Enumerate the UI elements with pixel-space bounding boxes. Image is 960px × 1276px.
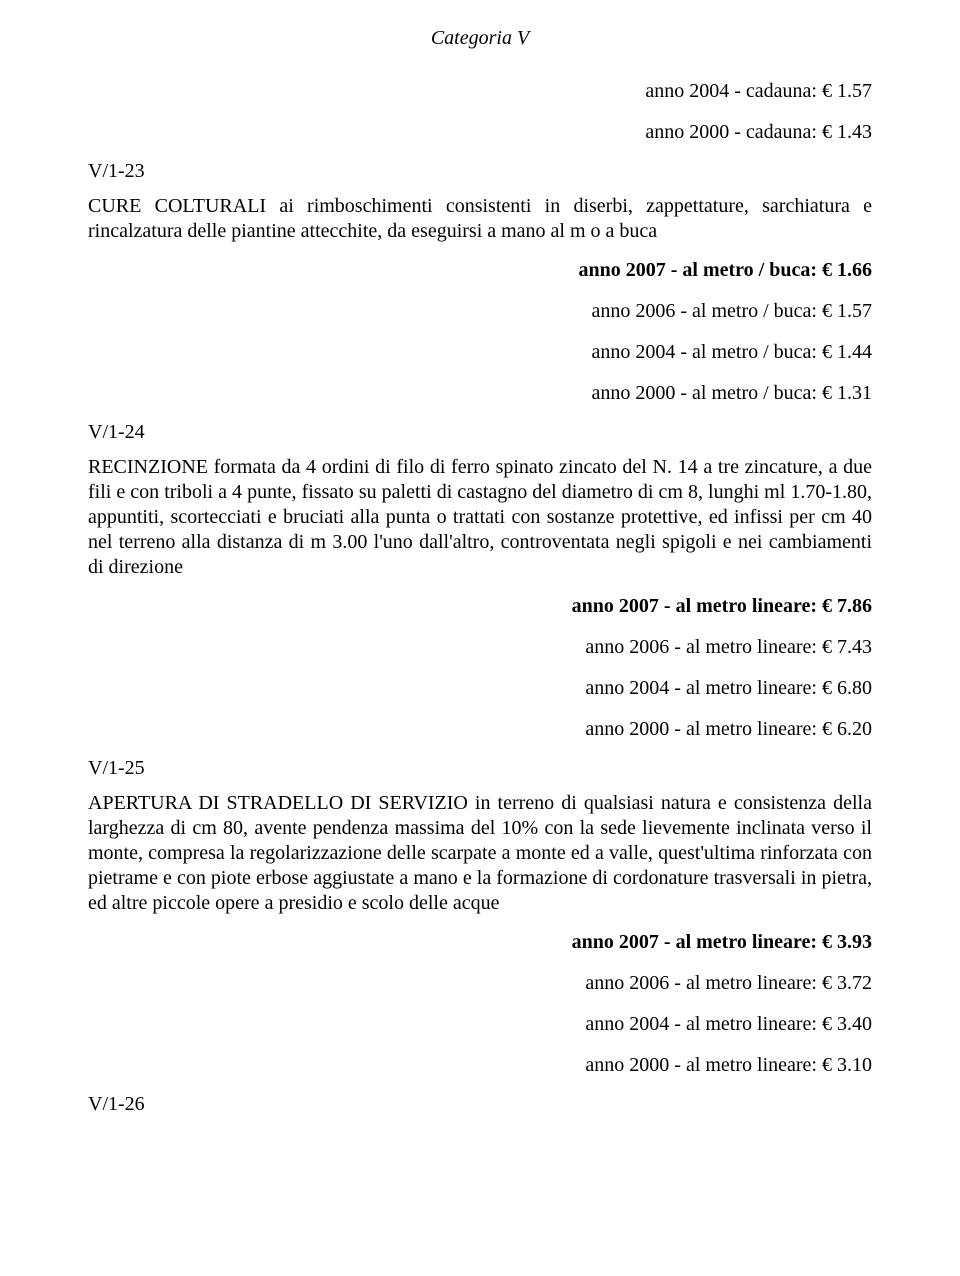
- section-body: CURE COLTURALI ai rimboschimenti consist…: [88, 194, 872, 244]
- price-line: anno 2004 - cadauna: € 1.57: [88, 79, 872, 104]
- price-line: anno 2000 - al metro lineare: € 3.10: [88, 1053, 872, 1078]
- price-line: anno 2000 - cadauna: € 1.43: [88, 120, 872, 145]
- price-line: anno 2007 - al metro lineare: € 3.93: [88, 930, 872, 955]
- price-line: anno 2000 - al metro lineare: € 6.20: [88, 717, 872, 742]
- price-line: anno 2000 - al metro / buca: € 1.31: [88, 381, 872, 406]
- price-line: anno 2004 - al metro / buca: € 1.44: [88, 340, 872, 365]
- price-line: anno 2006 - al metro lineare: € 7.43: [88, 635, 872, 660]
- section-code: V/1-24: [88, 420, 872, 445]
- price-line: anno 2007 - al metro / buca: € 1.66: [88, 258, 872, 283]
- section-body: APERTURA DI STRADELLO DI SERVIZIO in ter…: [88, 791, 872, 916]
- price-line: anno 2006 - al metro lineare: € 3.72: [88, 971, 872, 996]
- section-code: V/1-26: [88, 1092, 872, 1117]
- price-line: anno 2004 - al metro lineare: € 3.40: [88, 1012, 872, 1037]
- section-code: V/1-25: [88, 756, 872, 781]
- price-line: anno 2004 - al metro lineare: € 6.80: [88, 676, 872, 701]
- price-line: anno 2007 - al metro lineare: € 7.86: [88, 594, 872, 619]
- section-code: V/1-23: [88, 159, 872, 184]
- price-line: anno 2006 - al metro / buca: € 1.57: [88, 299, 872, 324]
- section-body: RECINZIONE formata da 4 ordini di filo d…: [88, 455, 872, 580]
- category-header: Categoria V: [88, 26, 872, 51]
